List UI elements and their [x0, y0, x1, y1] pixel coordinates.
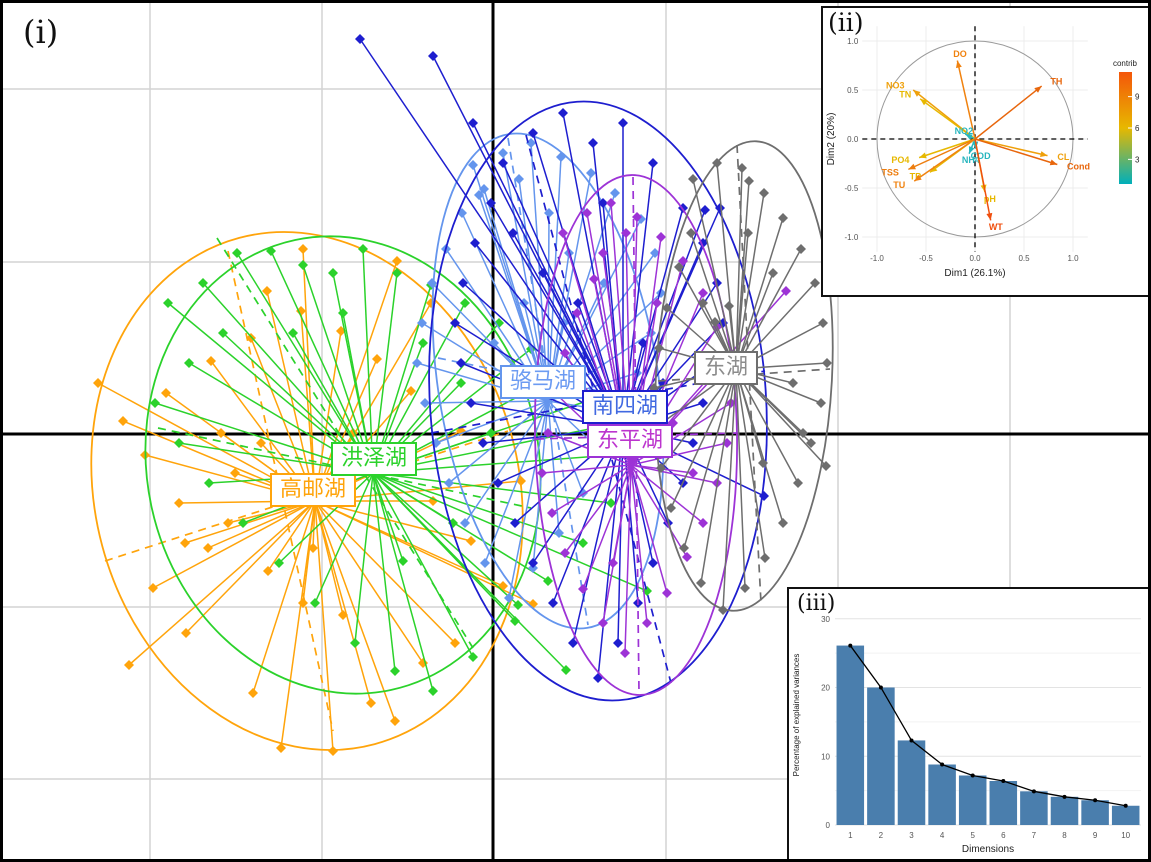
variable-label-Cond: Cond	[1067, 162, 1090, 172]
svg-text:10: 10	[821, 752, 830, 761]
arrow-DO	[956, 60, 976, 140]
svg-text:10: 10	[1121, 831, 1130, 840]
svg-text:2: 2	[879, 831, 884, 840]
scree-axis-labels: 0 10 20 30 1 2 3 4 5 6 7 8 9 10 Dimensions Percentage o…	[792, 615, 1131, 855]
variable-label-PO4: PO4	[891, 155, 909, 165]
scree-bar-6	[989, 781, 1018, 825]
svg-text:-1.0: -1.0	[870, 254, 884, 263]
scree-line	[848, 643, 1128, 808]
svg-text:3: 3	[909, 831, 914, 840]
cluster-label-donghu: 东湖	[693, 351, 759, 385]
var-xlabel: Dim1 (26.1%)	[944, 268, 1005, 279]
variable-label-CL: CL	[1057, 152, 1069, 162]
scree-bar-3	[897, 740, 926, 825]
svg-text:contrib: contrib	[1113, 59, 1138, 68]
svg-text:0.0: 0.0	[847, 135, 859, 144]
svg-text:3: 3	[1135, 155, 1140, 164]
svg-text:-0.5: -0.5	[919, 254, 933, 263]
svg-text:0: 0	[826, 821, 831, 830]
scree-plot-panel: 0 10 20 30 1 2 3 4 5 6 7 8 9 10 Dimensions Percentage o…	[787, 587, 1148, 859]
cluster-label-gaoyou: 高邮湖	[269, 473, 357, 507]
scree-bar-5	[958, 775, 987, 825]
variable-label-NH4: NH4	[962, 155, 980, 165]
svg-text:20: 20	[821, 684, 830, 693]
arrow-CL	[974, 138, 1048, 157]
variable-label-COD: COD	[971, 151, 992, 161]
arrow-WT	[974, 138, 992, 221]
variable-label-TSS: TSS	[881, 167, 899, 177]
arrow-TSS	[908, 138, 976, 171]
cluster-label-nansi: 南四湖	[581, 390, 669, 424]
arrow-TH	[974, 85, 1043, 140]
scree-plot: 0 10 20 30 1 2 3 4 5 6 7 8 9 10 Dimensions Percentage o…	[792, 615, 1141, 855]
scree-bar-1	[836, 645, 865, 825]
scree-bar-8	[1050, 796, 1079, 825]
svg-text:1: 1	[848, 831, 853, 840]
svg-text:5: 5	[970, 831, 975, 840]
arrow-TN	[919, 98, 976, 140]
svg-text:4: 4	[940, 831, 945, 840]
svg-text:1.0: 1.0	[1067, 254, 1079, 263]
var-axis-labels: -1.0 -0.5 0.0 0.5 1.0 -1.0 -0.5 0.0 0.5 1.0 Dim1 (…	[826, 37, 1079, 279]
scree-bar-4	[928, 764, 956, 825]
arrow-PO4	[918, 138, 976, 159]
variable-label-TU: TU	[893, 180, 905, 190]
svg-text:9: 9	[1093, 831, 1098, 840]
scree-ylabel: Percentage of explained variances	[792, 654, 801, 777]
svg-text:-1.0: -1.0	[845, 233, 859, 242]
svg-text:6: 6	[1001, 831, 1006, 840]
cluster-label-dongping: 东平湖	[586, 424, 674, 458]
svg-text:30: 30	[821, 615, 830, 624]
svg-text:0.5: 0.5	[847, 86, 859, 95]
svg-text:6: 6	[1135, 124, 1140, 133]
scree-bar-10	[1111, 805, 1140, 825]
variable-label-NO2: NO2	[955, 126, 974, 136]
scree-bar-9	[1081, 800, 1109, 825]
variable-label-TH: TH	[1050, 77, 1062, 87]
svg-text:1.0: 1.0	[847, 37, 859, 46]
cluster-label-luoma: 骆马湖	[499, 365, 587, 399]
variable-label-DO: DO	[953, 49, 967, 59]
variable-label-NO3: NO3	[886, 81, 905, 91]
cluster-label-hongze: 洪泽湖	[330, 442, 418, 476]
scree-bars	[836, 645, 1140, 825]
variable-label-pH: pH	[984, 194, 996, 204]
var-ylabel: Dim2 (20%)	[826, 113, 837, 166]
svg-text:0.0: 0.0	[969, 254, 981, 263]
variable-label-TP: TP	[910, 171, 922, 181]
scree-bar-7	[1020, 791, 1048, 825]
variable-label-WT: WT	[989, 222, 1003, 232]
svg-text:7: 7	[1032, 831, 1037, 840]
contrib-legend: contrib 9 6 3	[1113, 59, 1140, 184]
arrow-Cond	[974, 138, 1058, 166]
svg-text:8: 8	[1062, 831, 1067, 840]
svg-text:9: 9	[1135, 93, 1140, 102]
svg-text:0.5: 0.5	[1018, 254, 1030, 263]
scree-xlabel: Dimensions	[962, 844, 1014, 855]
scree-bar-2	[867, 687, 895, 825]
arrow-TU	[913, 138, 976, 182]
variable-label-TN: TN	[899, 90, 911, 100]
svg-text:-0.5: -0.5	[845, 184, 859, 193]
pca-variables-panel: DO NO3 TN NO2 COD NH4 PO4 TSS TP TU TH CL Cond pH WT -1…	[821, 6, 1148, 297]
